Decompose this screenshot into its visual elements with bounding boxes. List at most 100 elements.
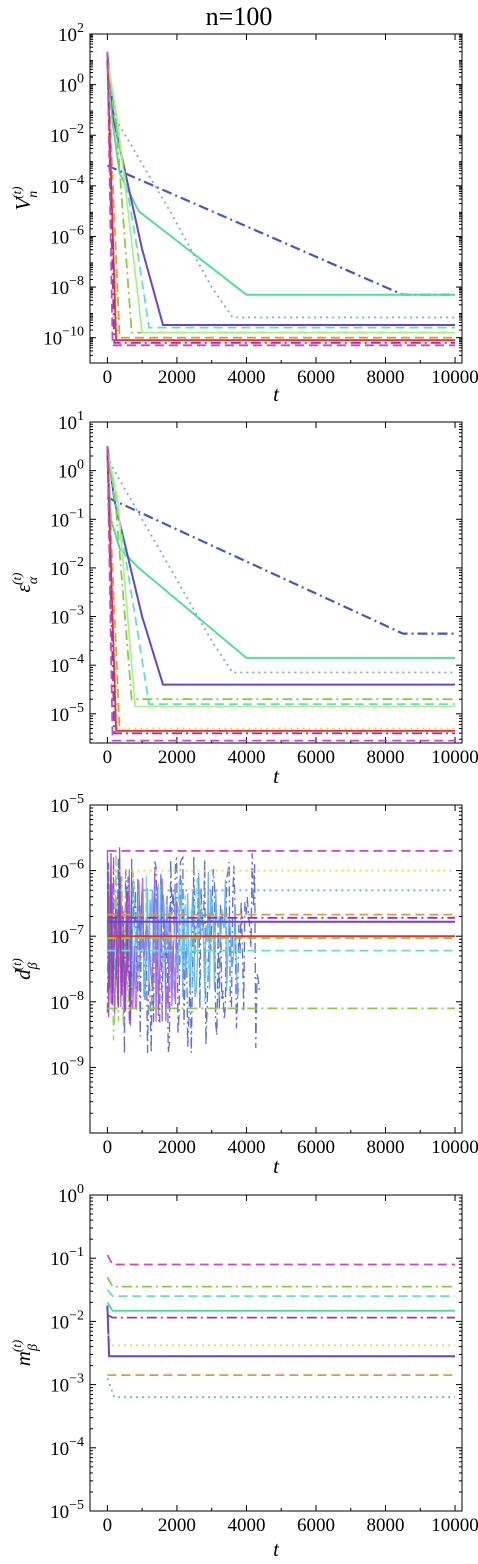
x-tick-label: 8000 — [367, 1515, 405, 1536]
series-line — [106, 59, 455, 344]
x-axis-label: t — [273, 382, 280, 406]
y-tick-label: 10−4 — [50, 1435, 84, 1460]
y-axis-label: Vn(t) — [9, 186, 41, 210]
series-line — [106, 451, 455, 732]
y-tick-label: 101 — [58, 409, 84, 434]
noise-trace — [106, 853, 261, 1055]
y-tick-label: 10−7 — [50, 923, 84, 948]
y-tick-label: 10−3 — [50, 1372, 84, 1397]
series-line — [106, 446, 455, 742]
series-line — [106, 59, 455, 342]
x-tick-label: 4000 — [227, 367, 265, 388]
series-line — [106, 451, 455, 706]
series-line — [106, 1377, 455, 1399]
series-line — [106, 59, 455, 319]
y-axis-label: dβ(t) — [9, 958, 41, 980]
series-group — [106, 51, 455, 347]
series-line — [106, 59, 455, 334]
series-line — [106, 54, 455, 326]
noise-trace — [106, 847, 133, 1026]
y-axis-label: mβ(t) — [9, 1340, 41, 1366]
x-tick-label: 10000 — [431, 367, 478, 388]
y-tick-label: 10−6 — [50, 223, 84, 248]
x-tick-label: 2000 — [158, 747, 196, 768]
y-tick-label: 100 — [58, 1183, 84, 1207]
series-line — [106, 451, 455, 701]
y-tick-label: 10−4 — [50, 652, 84, 677]
series-line — [106, 446, 455, 659]
x-tick-label: 10000 — [431, 747, 478, 768]
x-tick-label: 8000 — [367, 747, 405, 768]
x-tick-label: 10000 — [431, 1515, 478, 1536]
series-line — [106, 451, 455, 732]
series-line — [106, 59, 455, 334]
y-tick-label: 10−6 — [50, 858, 84, 883]
series-line — [106, 446, 455, 686]
x-tick-label: 4000 — [227, 747, 265, 768]
series-line — [106, 451, 455, 708]
y-tick-label: 100 — [58, 458, 84, 483]
x-tick-label: 6000 — [297, 367, 335, 388]
x-axis-label: t — [273, 764, 280, 788]
series-line — [106, 496, 455, 635]
series-line — [106, 455, 455, 674]
plot-frame — [89, 804, 463, 1134]
x-tick-label: 0 — [103, 747, 113, 768]
x-tick-label: 2000 — [158, 1137, 196, 1158]
y-tick-label: 10−10 — [43, 325, 84, 350]
chart-panel-3: 0 2000 4000 6000 8000 10000 10−9 10−8 10−7 10−6 10… — [9, 793, 478, 1178]
series-line — [106, 1333, 455, 1347]
series-group — [106, 446, 455, 742]
series-group — [106, 847, 455, 1055]
series-line — [106, 54, 455, 296]
x-tick-label: 6000 — [297, 747, 335, 768]
series-line — [106, 1305, 455, 1358]
series-line — [106, 51, 455, 347]
series-line — [107, 1314, 455, 1319]
y-tick-label: 10−2 — [50, 555, 84, 580]
x-tick-label: 2000 — [158, 367, 196, 388]
x-tick-label: 4000 — [227, 1137, 265, 1158]
chart-panel-2: 0 2000 4000 6000 8000 10000 10−5 10−4 10−3 10−2 10… — [9, 409, 478, 788]
series-group — [106, 1254, 455, 1399]
series-line — [106, 451, 455, 735]
y-tick-label: 10−9 — [50, 1054, 84, 1079]
y-tick-label: 10−1 — [50, 1245, 84, 1270]
y-tick-label: 10−5 — [50, 1498, 84, 1523]
x-tick-label: 0 — [103, 1137, 113, 1158]
x-tick-label: 6000 — [297, 1515, 335, 1536]
plot-frame — [89, 1194, 463, 1512]
y-tick-label: 10−3 — [50, 604, 84, 629]
x-tick-label: 4000 — [227, 1515, 265, 1536]
series-line — [106, 451, 455, 730]
series-line — [106, 59, 455, 342]
y-tick-label: 10−8 — [50, 989, 84, 1014]
y-tick-label: 10−5 — [50, 793, 84, 817]
y-tick-label: 10−5 — [50, 701, 84, 726]
y-tick-label: 10−4 — [50, 173, 84, 198]
x-axis-label: t — [273, 1154, 280, 1178]
series-line — [106, 1289, 455, 1297]
y-axis-label: εα(t) — [9, 573, 41, 593]
series-line — [106, 59, 455, 339]
x-tick-label: 0 — [103, 367, 113, 388]
plot-frame — [89, 421, 463, 744]
y-tick-label: 10−8 — [50, 274, 84, 299]
series-line — [106, 59, 455, 329]
y-tick-label: 10−2 — [50, 122, 84, 147]
x-tick-label: 10000 — [431, 1137, 478, 1158]
series-line — [106, 1276, 455, 1288]
series-line — [106, 1254, 455, 1266]
y-tick-label: 100 — [58, 72, 84, 97]
x-tick-label: 0 — [103, 1515, 113, 1536]
x-tick-label: 8000 — [367, 1137, 405, 1158]
chart-panel-1: 0 2000 4000 6000 8000 10000 10−10 10−8 10−6 10−4 1… — [9, 21, 478, 406]
x-tick-label: 2000 — [158, 1515, 196, 1536]
x-tick-label: 8000 — [367, 367, 405, 388]
y-tick-label: 10−2 — [50, 1308, 84, 1333]
y-tick-label: 102 — [58, 21, 84, 46]
plot-frame — [89, 33, 463, 364]
series-line — [106, 164, 455, 296]
y-tick-label: 10−1 — [50, 506, 84, 531]
series-line — [106, 1301, 455, 1312]
